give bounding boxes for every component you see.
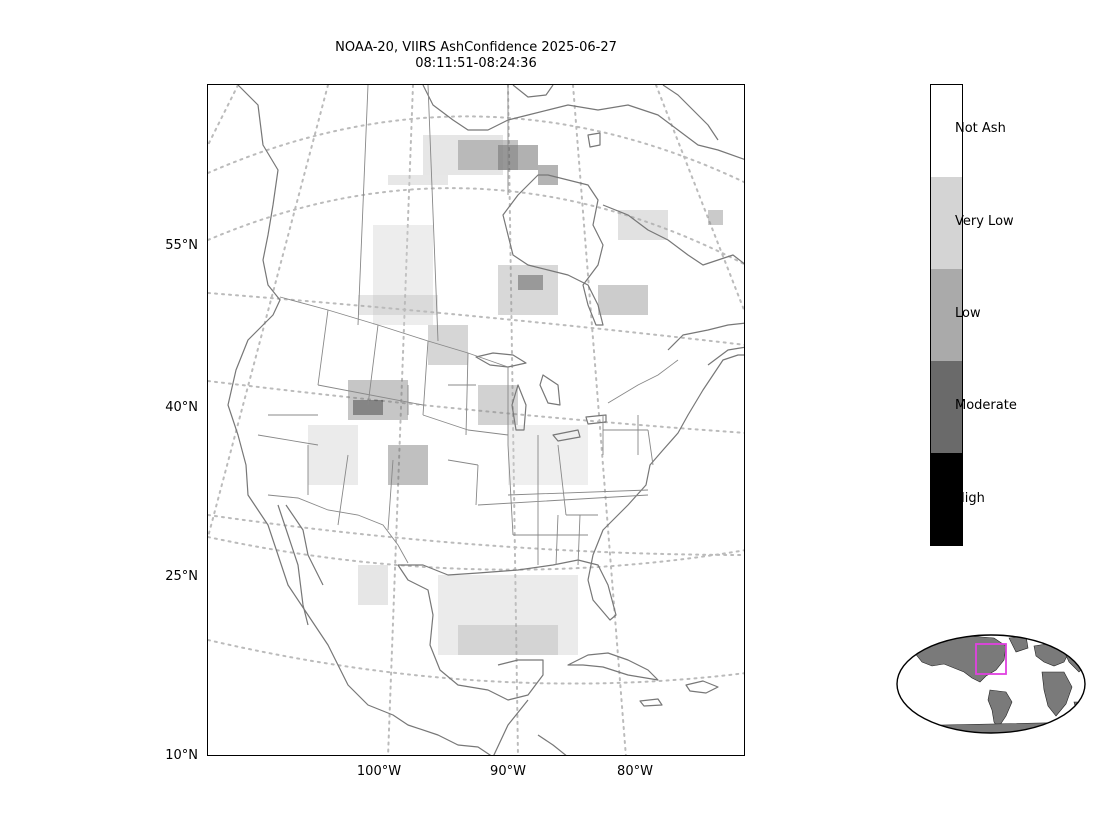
parallel-65n bbox=[208, 115, 744, 184]
arctic-island-1 bbox=[587, 132, 601, 148]
lat-tick-55n: 55°N bbox=[165, 238, 198, 253]
state-lines bbox=[257, 309, 654, 566]
parallel-25n bbox=[208, 536, 744, 571]
arctic-island-2 bbox=[512, 85, 554, 98]
lat-tick-40n: 40°N bbox=[165, 400, 198, 415]
arctic-coastline bbox=[422, 85, 744, 160]
lake-ontario bbox=[585, 414, 607, 425]
lon-tick-90w: 90°W bbox=[490, 764, 526, 779]
title-line-2: 08:11:51-08:24:36 bbox=[415, 56, 537, 71]
ash-region-ontario bbox=[498, 265, 558, 315]
political-borders bbox=[257, 85, 679, 566]
colorbar bbox=[930, 84, 963, 546]
lat-tick-25n: 25°N bbox=[165, 569, 198, 584]
meridian-70w bbox=[655, 85, 744, 313]
meridian-90w bbox=[507, 85, 519, 755]
ash-region-gulf bbox=[358, 565, 578, 655]
colorbar-segment-high bbox=[931, 453, 962, 545]
ash-region-midwest bbox=[478, 385, 588, 485]
atlantic-coastline bbox=[587, 354, 744, 581]
ash-region-quebec bbox=[598, 210, 723, 315]
main-map bbox=[207, 84, 745, 756]
lake-michigan bbox=[511, 384, 527, 431]
parallel-15n bbox=[208, 639, 744, 685]
meridian-100w bbox=[387, 85, 414, 755]
quebec-coast bbox=[602, 204, 744, 266]
parallel-55n bbox=[208, 187, 744, 266]
meridian-110w bbox=[208, 85, 329, 538]
colorbar-label-high: High bbox=[955, 491, 985, 506]
meridian-120w bbox=[208, 85, 239, 146]
hudson-bay-coastline bbox=[502, 174, 604, 326]
baja-coastline bbox=[277, 504, 324, 626]
parallel-50n bbox=[208, 292, 744, 346]
maritime-coastline bbox=[667, 322, 744, 366]
lake-superior bbox=[475, 352, 527, 368]
colorbar-segment-moderate bbox=[931, 361, 962, 453]
lake-erie bbox=[552, 429, 581, 442]
title-line-1: NOAA-20, VIIRS AshConfidence 2025-06-27 bbox=[335, 40, 617, 55]
inset-extent-box bbox=[975, 643, 1007, 675]
map-title: NOAA-20, VIIRS AshConfidence 2025-06-27 … bbox=[206, 40, 746, 72]
arctic-island-3 bbox=[662, 85, 719, 141]
globe-inset-svg bbox=[896, 634, 1086, 734]
ash-region-hudson-north bbox=[388, 135, 558, 185]
parallel-40n bbox=[208, 380, 744, 434]
colorbar-label-moderate: Moderate bbox=[955, 398, 1017, 413]
jamaica bbox=[639, 698, 663, 707]
gulf-coast-mexico bbox=[397, 564, 544, 701]
canada-province-lines bbox=[357, 85, 509, 342]
central-america bbox=[493, 699, 567, 755]
us-mexico-border bbox=[267, 494, 409, 564]
ash-pixels bbox=[308, 135, 723, 655]
colorbar-label-low: Low bbox=[955, 306, 981, 321]
lake-huron bbox=[539, 374, 561, 406]
ash-region-rockies bbox=[308, 380, 428, 485]
colorbar-segment-low bbox=[931, 269, 962, 361]
us-canada-border bbox=[279, 296, 679, 404]
graticule bbox=[208, 85, 744, 755]
hispaniola bbox=[685, 680, 719, 694]
colorbar-label-very-low: Very Low bbox=[955, 214, 1014, 229]
inset-north-america bbox=[913, 635, 1007, 683]
colorbar-segment-not-ash bbox=[931, 85, 962, 177]
pacific-coastline bbox=[227, 85, 492, 755]
map-svg bbox=[208, 85, 744, 755]
lon-tick-80w: 80°W bbox=[617, 764, 653, 779]
colorbar-segment-very-low bbox=[931, 177, 962, 269]
cuba bbox=[567, 652, 659, 681]
lon-tick-100w: 100°W bbox=[356, 764, 402, 779]
inset-antarctica bbox=[897, 721, 1085, 733]
lat-tick-10n: 10°N bbox=[165, 748, 198, 763]
ash-region-canada-west bbox=[358, 225, 468, 365]
meridian-80w bbox=[572, 85, 627, 755]
globe-inset bbox=[894, 632, 1090, 736]
colorbar-label-not-ash: Not Ash bbox=[955, 121, 1006, 136]
